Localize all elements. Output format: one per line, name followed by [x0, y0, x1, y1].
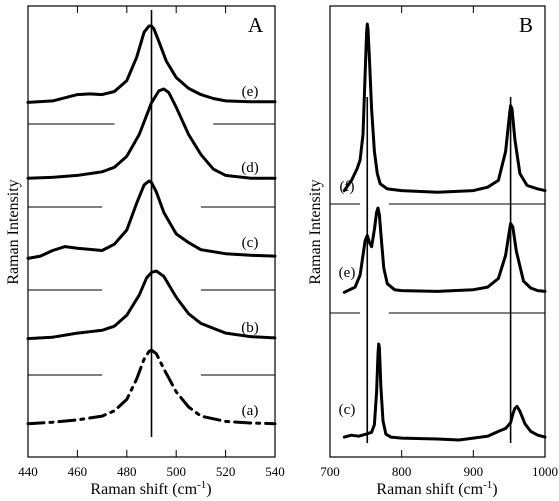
trace-label-d: (d) [241, 160, 259, 176]
panel-a-label: A [248, 13, 264, 37]
trace-label-e: (e) [339, 265, 356, 281]
trace-label-a: (a) [242, 403, 259, 419]
panel-a-x-axis-label-main: Raman shift (cm [90, 481, 197, 498]
x-tick-label-1000: 1000 [532, 464, 558, 479]
panel-a-x-axis-label: Raman shift (cm-1) [90, 479, 211, 498]
spectrum-trace-d [26, 87, 277, 180]
x-tick-label-480: 480 [117, 464, 137, 479]
spectrum-trace-c [342, 342, 547, 442]
spectrum-trace-c [26, 179, 277, 260]
panel-b: B 700 800 900 1000 (f) (e) (c) Raman shift (c… [307, 5, 558, 498]
panel-b-x-axis-label-sup: -1 [483, 479, 492, 491]
x-tick-label-900: 900 [464, 464, 484, 479]
spectrum-trace-f [342, 22, 547, 194]
spectrum-trace-a [26, 348, 277, 426]
spectrum-trace-e [342, 206, 547, 294]
trace-label-c: (c) [339, 402, 356, 418]
trace-label-b: (b) [241, 320, 259, 336]
panel-b-label: B [519, 13, 533, 37]
panel-a-x-ticks: 440 460 480 500 520 540 [18, 6, 285, 479]
x-tick-label-500: 500 [166, 464, 186, 479]
panel-a-x-axis-label-close: ) [206, 481, 211, 498]
panel-b-x-axis-label: Raman shift (cm-1) [376, 479, 497, 498]
x-tick-label-440: 440 [18, 464, 38, 479]
trace-label-e: (e) [242, 84, 259, 100]
panel-b-peak-markers [366, 97, 512, 443]
panel-b-y-axis-label: Raman Intensity [307, 179, 324, 284]
panel-a-y-axis-label: Raman Intensity [5, 179, 22, 284]
x-tick-label-800: 800 [392, 464, 412, 479]
panel-a-x-axis-label-sup: -1 [197, 479, 206, 491]
x-tick-label-460: 460 [68, 464, 88, 479]
panel-b-traces [342, 22, 547, 442]
panel-a: A 440 460 480 500 520 540 (e) (d) (c) (b) (a) Ram… [5, 5, 285, 498]
panel-b-x-axis-label-close: ) [492, 481, 497, 498]
panel-b-trace-labels: (f) (e) (c) [339, 179, 356, 418]
trace-label-f: (f) [340, 179, 355, 195]
panel-a-trace-labels: (e) (d) (c) (b) (a) [241, 84, 259, 419]
panel-b-baselines [330, 203, 545, 314]
panel-b-frame [329, 5, 546, 458]
x-tick-label-700: 700 [320, 464, 340, 479]
x-tick-label-520: 520 [216, 464, 236, 479]
panel-b-x-ticks: 700 800 900 1000 [320, 6, 558, 479]
panel-a-baselines [28, 123, 275, 376]
trace-label-c: (c) [242, 235, 259, 251]
panel-b-x-axis-label-main: Raman shift (cm [376, 481, 483, 498]
panel-a-frame [27, 5, 276, 458]
x-tick-label-540: 540 [265, 464, 285, 479]
